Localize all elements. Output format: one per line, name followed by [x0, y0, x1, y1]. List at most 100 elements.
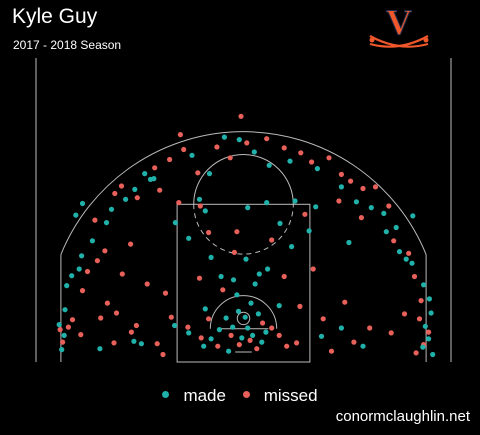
made-shot-point	[69, 273, 75, 279]
missed-shot-point	[298, 150, 304, 156]
made-shot-point	[216, 327, 222, 333]
missed-shot-point	[78, 332, 84, 338]
missed-shot-point	[133, 322, 139, 329]
missed-shot-point	[176, 200, 182, 206]
made-shot-point	[263, 329, 269, 335]
made-shot-point	[250, 332, 256, 338]
made-shot-point	[368, 205, 374, 211]
missed-shot-point	[185, 324, 191, 330]
missed-shot-point	[360, 185, 366, 192]
missed-shot-point	[358, 215, 364, 221]
made-shot-point	[259, 339, 265, 345]
missed-shot-point	[406, 250, 412, 256]
made-shot-point	[313, 204, 319, 210]
made-shot-point	[142, 171, 148, 177]
missed-shot-point	[113, 310, 120, 316]
missed-shot-point	[401, 311, 408, 317]
missed-shot-point	[197, 203, 203, 209]
missed-shot-point	[94, 258, 100, 264]
made-shot-point	[97, 346, 103, 352]
made-shot-point	[202, 208, 208, 214]
missed-shot-point	[269, 325, 275, 331]
made-shot-point	[89, 238, 95, 244]
missed-shot-point	[386, 203, 392, 209]
made-shot-point	[196, 196, 203, 202]
missed-shot-point	[128, 329, 134, 335]
made-shot-point	[138, 341, 144, 347]
made-shot-point	[314, 166, 320, 172]
made-shot-point	[420, 344, 426, 350]
missed-shot-point	[57, 327, 63, 333]
missed-shot-point	[160, 351, 166, 358]
made-shot-point	[239, 335, 245, 341]
missed-shot-point	[309, 159, 315, 165]
made-shot-point	[393, 224, 399, 231]
made-shot-point	[79, 253, 85, 259]
made-shot-point	[223, 315, 229, 321]
missed-shot-point	[264, 136, 270, 142]
missed-shot-point	[342, 299, 348, 305]
missed-shot-point	[102, 248, 108, 254]
made-shot-point	[235, 308, 242, 314]
missed-shot-point	[234, 229, 240, 235]
missed-shot-point	[328, 348, 335, 354]
made-shot-point	[226, 348, 232, 354]
missed-shot-point	[297, 303, 303, 309]
made-shot-point	[230, 277, 237, 283]
missed-shot-point	[247, 337, 253, 343]
missed-shot-point	[157, 187, 163, 193]
virginia-logo: V	[369, 4, 429, 48]
missed-shot-point	[162, 290, 169, 296]
missed-shot-point	[206, 229, 212, 236]
made-shot-point	[189, 152, 195, 158]
missed-shot-point	[388, 330, 394, 336]
missed-shot-point	[196, 275, 203, 281]
made-shot-point	[248, 300, 254, 306]
made-shot-point	[346, 239, 352, 246]
made-shot-point	[76, 266, 82, 272]
made-shot-point	[396, 249, 403, 255]
made-shot-point	[73, 212, 79, 218]
made-shot-point	[221, 134, 227, 140]
missed-shot-point	[281, 145, 287, 151]
chart-title: Kyle Guy	[12, 5, 98, 28]
made-shot-point	[201, 343, 207, 349]
missed-shot-point	[367, 325, 373, 331]
missed-shot-point	[227, 155, 233, 161]
made-shot-point	[252, 281, 258, 287]
missed-shot-point	[326, 155, 332, 161]
made-shot-point	[276, 303, 282, 309]
missed-shot-point	[181, 146, 187, 153]
missed-shot-point	[238, 113, 244, 119]
made-shot-point	[318, 333, 325, 339]
legend-label-made: made	[183, 386, 226, 405]
made-shot-point	[108, 206, 115, 212]
three-point-arc	[60, 131, 427, 255]
missed-shot-point	[276, 332, 282, 338]
made-shot-point	[338, 184, 344, 190]
made-shot-point	[218, 273, 224, 280]
missed-shot-point	[118, 183, 125, 189]
missed-dot-icon	[242, 391, 250, 399]
made-shot-point	[245, 205, 251, 211]
made-shot-point	[64, 283, 70, 289]
made-shot-point	[264, 200, 270, 206]
made-shot-point	[186, 330, 192, 336]
missed-shot-point	[198, 335, 204, 341]
logo-letter: V	[386, 4, 412, 42]
made-shot-point	[61, 332, 67, 338]
missed-shot-point	[254, 346, 260, 352]
missed-shot-point	[152, 165, 158, 171]
made-shot-point	[292, 198, 298, 204]
made-shot-point	[131, 338, 137, 344]
made-shot-point	[403, 256, 409, 262]
made-shot-point	[287, 158, 293, 164]
credit-text: conormclaughlin.net	[335, 408, 470, 425]
missed-shot-point	[112, 190, 118, 197]
made-shot-point	[243, 256, 249, 262]
missed-shot-point	[104, 300, 110, 306]
made-shot-point	[208, 336, 214, 342]
made-shot-point	[172, 220, 178, 226]
missed-shot-point	[244, 140, 250, 146]
